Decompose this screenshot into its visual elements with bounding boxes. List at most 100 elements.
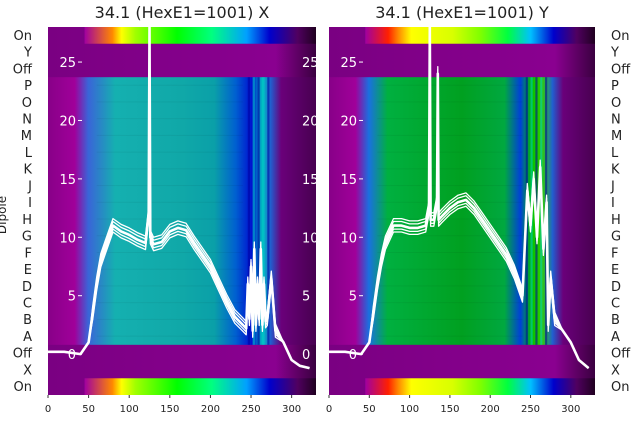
heatmap-row-stripe bbox=[96, 84, 243, 86]
heatmap-row-stripe bbox=[96, 335, 243, 337]
row-label-p: P bbox=[611, 79, 619, 94]
x-tick-label: 0 bbox=[326, 404, 332, 415]
row-label-j: J bbox=[27, 179, 32, 194]
heatmap-streak bbox=[262, 77, 265, 345]
heatmap-row-stripe bbox=[377, 84, 523, 86]
heatmap-bottom-band bbox=[84, 378, 316, 395]
heatmap-top-band bbox=[84, 27, 316, 44]
heatmap-row-stripe bbox=[377, 318, 523, 320]
x-tick-label: 200 bbox=[201, 404, 220, 415]
heatmap-row-stripe bbox=[377, 168, 523, 170]
overlay-tick-label-right: 20 bbox=[302, 114, 319, 129]
row-label-i: I bbox=[611, 196, 615, 211]
overlay-tick-label: 0 bbox=[349, 348, 357, 363]
overlay-tick-label-right: 5 bbox=[302, 290, 310, 305]
row-label-i: I bbox=[28, 196, 32, 211]
overlay-tick-label: 25 bbox=[340, 56, 357, 71]
heatmap-row-stripe bbox=[96, 201, 243, 203]
row-label-p: P bbox=[24, 79, 32, 94]
heatmap-row-stripe bbox=[96, 151, 243, 153]
overlay-tick-label: 5 bbox=[68, 290, 76, 305]
row-label-a: A bbox=[611, 330, 620, 345]
heatmap-row-stripe bbox=[96, 218, 243, 220]
heatmap-panel-1: 34.1 (HexE1=1001) XOnYOffPONMLKJIHGFEDCB… bbox=[13, 3, 316, 415]
heatmap-row-stripe bbox=[377, 151, 523, 153]
overlay-line bbox=[48, 32, 310, 369]
overlay-tick-label: 20 bbox=[59, 114, 76, 129]
x-tick-label: 300 bbox=[282, 404, 301, 415]
chart-title: 34.1 (HexE1=1001) X bbox=[95, 3, 270, 22]
row-label-g: G bbox=[611, 230, 621, 245]
heatmap-row-stripe bbox=[377, 235, 523, 237]
heatmap-row-stripe bbox=[377, 302, 523, 304]
heatmap-row-stripe bbox=[377, 134, 523, 136]
row-label-h: H bbox=[22, 213, 32, 228]
row-label-g: G bbox=[22, 230, 32, 245]
row-label-d: D bbox=[22, 280, 32, 295]
overlay-tick-label: 10 bbox=[59, 231, 76, 246]
heatmap-streak bbox=[247, 77, 250, 345]
row-label-x: X bbox=[23, 363, 32, 378]
overlay-tick-label: 20 bbox=[340, 114, 357, 129]
row-label-m: M bbox=[21, 129, 32, 144]
heatmap-row-stripe bbox=[377, 118, 523, 120]
heatmap-row-stripe bbox=[96, 268, 243, 270]
heatmap-core bbox=[48, 77, 316, 345]
overlay-tick-label: 5 bbox=[349, 290, 357, 305]
heatmap-row-stripe bbox=[377, 285, 523, 287]
row-label-on: On bbox=[14, 380, 32, 395]
heatmap-top-band bbox=[365, 27, 595, 44]
x-tick-label: 150 bbox=[440, 404, 459, 415]
heatmap-row-stripe bbox=[96, 134, 243, 136]
x-tick-label: 50 bbox=[82, 404, 95, 415]
row-label-c: C bbox=[611, 297, 620, 312]
row-label-b: B bbox=[23, 313, 32, 328]
x-tick-label: 50 bbox=[363, 404, 376, 415]
row-label-e: E bbox=[24, 263, 32, 278]
x-tick-label: 300 bbox=[561, 404, 580, 415]
heatmap-streak bbox=[252, 77, 255, 345]
heatmap-row-stripe bbox=[96, 251, 243, 253]
row-label-off: Off bbox=[13, 62, 33, 77]
heatmap-row-stripe bbox=[377, 218, 523, 220]
heatmap-row-stripe bbox=[377, 335, 523, 337]
overlay-tick-label-right: 25 bbox=[302, 56, 319, 71]
heatmap-row-stripe bbox=[96, 302, 243, 304]
x-tick-label: 200 bbox=[481, 404, 500, 415]
overlay-line bbox=[48, 19, 310, 369]
x-tick-label: 100 bbox=[400, 404, 419, 415]
row-label-x: X bbox=[611, 363, 620, 378]
overlay-tick-label-right: 10 bbox=[302, 231, 319, 246]
chart-title: 34.1 (HexE1=1001) Y bbox=[375, 3, 549, 22]
row-label-on: On bbox=[14, 29, 32, 44]
y-axis-label: Dipole bbox=[0, 196, 9, 234]
heatmap-row-stripe bbox=[377, 268, 523, 270]
row-label-y: Y bbox=[23, 46, 32, 61]
heatmap-row-stripe bbox=[377, 251, 523, 253]
overlay-tick-label: 10 bbox=[340, 231, 357, 246]
x-tick-label: 250 bbox=[521, 404, 540, 415]
overlay-tick-label: 15 bbox=[340, 173, 357, 188]
row-label-e: E bbox=[611, 263, 619, 278]
heatmap-row-stripe bbox=[96, 118, 243, 120]
heatmap-streak bbox=[267, 77, 270, 345]
row-label-j: J bbox=[610, 179, 615, 194]
heatmap-row-stripe bbox=[96, 285, 243, 287]
overlay-tick-label-right: 15 bbox=[302, 173, 319, 188]
heatmap-row-stripe bbox=[96, 318, 243, 320]
overlay-tick-label-right: 0 bbox=[302, 348, 310, 363]
overlay-tick-label: 15 bbox=[59, 173, 76, 188]
row-label-l: L bbox=[25, 146, 33, 161]
row-label-k: K bbox=[23, 163, 32, 178]
row-label-c: C bbox=[23, 297, 32, 312]
overlay-line bbox=[329, 19, 590, 369]
row-label-k: K bbox=[611, 163, 620, 178]
row-label-off: Off bbox=[611, 62, 631, 77]
heatmap-row-stripe bbox=[377, 185, 523, 187]
overlay-tick-label: 0 bbox=[68, 348, 76, 363]
x-tick-label: 150 bbox=[160, 404, 179, 415]
row-label-n: N bbox=[22, 113, 32, 128]
row-label-a: A bbox=[23, 330, 32, 345]
heatmap-row-stripe bbox=[377, 201, 523, 203]
